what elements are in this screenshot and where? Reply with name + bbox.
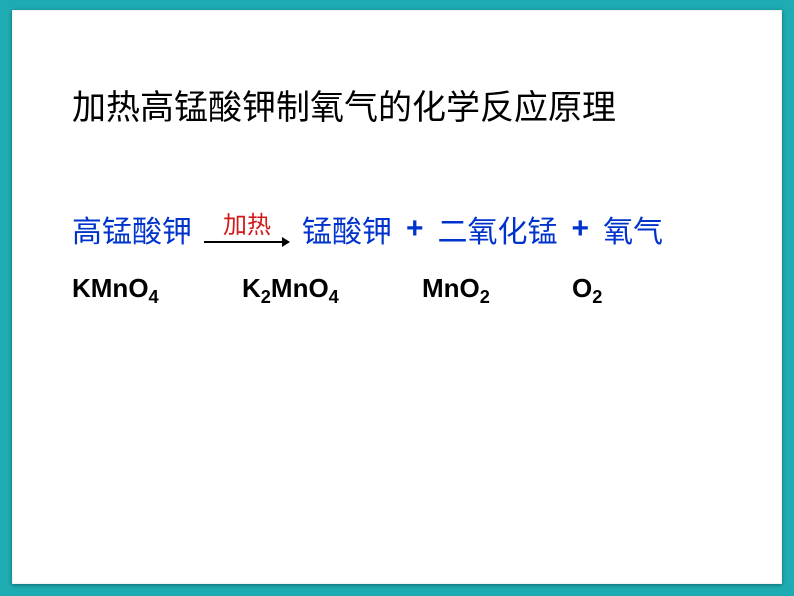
- slide-frame-outer: 加热高锰酸钾制氧气的化学反应原理 高锰酸钾 加热 锰酸钾 + 二氧化锰 + 氧气…: [0, 0, 794, 596]
- arrow-icon: [204, 236, 290, 248]
- content-area: 加热高锰酸钾制氧气的化学反应原理 高锰酸钾 加热 锰酸钾 + 二氧化锰 + 氧气…: [12, 10, 782, 584]
- formula-product-2: MnO2: [422, 273, 572, 308]
- product-label-1: 锰酸钾: [302, 207, 392, 251]
- product-label-2: 二氧化锰: [438, 207, 558, 251]
- slide-frame-inner: 加热高锰酸钾制氧气的化学反应原理 高锰酸钾 加热 锰酸钾 + 二氧化锰 + 氧气…: [12, 10, 782, 584]
- reaction-condition: 加热: [223, 214, 271, 238]
- formula-product-3: O2: [572, 273, 682, 308]
- reactant-label: 高锰酸钾: [72, 207, 192, 251]
- reaction-arrow: 加热: [204, 214, 290, 248]
- slide-title: 加热高锰酸钾制氧气的化学反应原理: [72, 80, 732, 129]
- reaction-equation: 高锰酸钾 加热 锰酸钾 + 二氧化锰 + 氧气: [72, 207, 732, 251]
- plus-1: +: [406, 212, 424, 246]
- formula-row: KMnO4 K2MnO4 MnO2 O2: [72, 273, 732, 308]
- plus-2: +: [572, 212, 590, 246]
- formula-product-1: K2MnO4: [242, 273, 422, 308]
- product-label-3: 氧气: [603, 207, 663, 251]
- formula-reactant: KMnO4: [72, 273, 242, 308]
